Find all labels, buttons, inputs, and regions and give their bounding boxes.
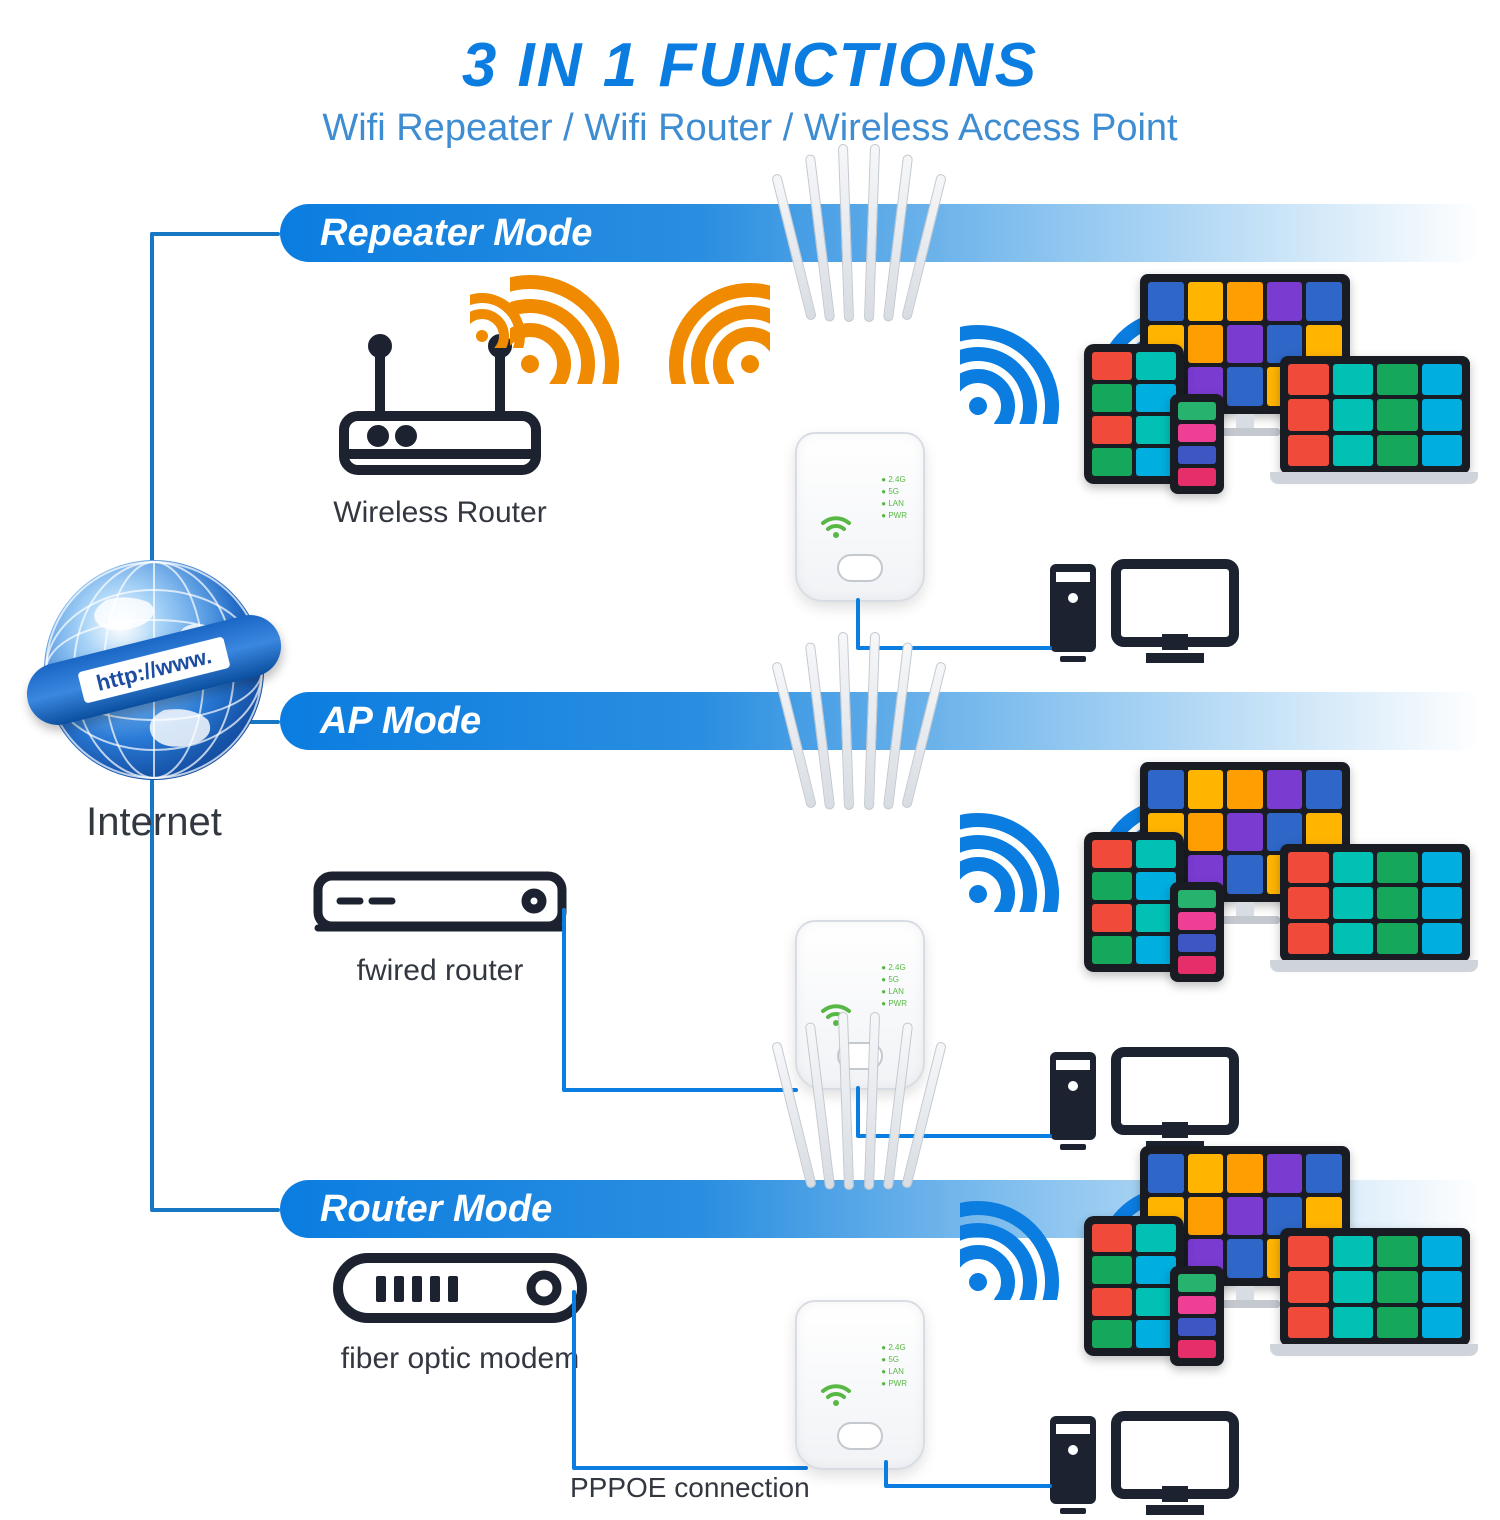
panel-ap: fwired router ● 2.4G● 5G● LAN● PWR (280, 752, 1480, 1172)
device-cluster-1 (1070, 274, 1470, 504)
desktop-pc-2-icon (1050, 1046, 1240, 1156)
branch-line-3 (150, 1208, 280, 1212)
laptop-3-icon (1280, 1228, 1470, 1346)
page-subtitle: Wifi Repeater / Wifi Router / Wireless A… (0, 107, 1500, 150)
laptop-2-icon (1280, 844, 1470, 962)
wireless-router-label: Wireless Router (320, 496, 560, 530)
globe-url-text: http://www. (77, 636, 230, 703)
globe-url-band: http://www. (20, 608, 287, 731)
internet-label: Internet (34, 800, 274, 845)
pppoe-label: PPPOE connection (570, 1472, 810, 1504)
tablet-icon (1084, 344, 1184, 484)
extender-wifi-3-icon (819, 1379, 853, 1412)
wired-router-icon: fwired router (300, 868, 580, 988)
page-title: 3 IN 1 FUNCTIONS (0, 0, 1500, 101)
branch-line-1 (150, 232, 280, 236)
device-cluster-2 (1070, 762, 1470, 992)
extender-device-3: ● 2.4G● 5G● LAN● PWR (750, 1300, 970, 1470)
extender-wifi-icon (819, 511, 853, 544)
wifi-signal-extender-in-icon (640, 264, 770, 384)
laptop-icon (1280, 356, 1470, 474)
fiber-modem-label: fiber optic modem (320, 1342, 600, 1376)
tablet-2-icon (1084, 832, 1184, 972)
extender-leds-2-icon: ● 2.4G● 5G● LAN● PWR (881, 962, 907, 1010)
wire-extender-pc-3 (880, 1456, 1070, 1506)
desktop-pc-1-icon (1050, 558, 1240, 668)
wired-router-label: fwired router (300, 954, 580, 988)
phone-3-icon (1170, 1266, 1224, 1366)
panel-router: fiber optic modem PPPOE connection ● 2.4… (280, 1240, 1480, 1500)
internet-globe: http://www. Internet (34, 560, 274, 845)
mode-bar-repeater: Repeater Mode (280, 204, 1480, 262)
extender-leds-icon: ● 2.4G● 5G● LAN● PWR (881, 474, 907, 522)
phone-2-icon (1170, 882, 1224, 982)
phone-icon (1170, 394, 1224, 494)
device-cluster-3 (1070, 1146, 1470, 1376)
panel-repeater: Wireless Router (280, 264, 1480, 684)
extender-leds-3-icon: ● 2.4G● 5G● LAN● PWR (881, 1342, 907, 1390)
extender-device-1: ● 2.4G● 5G● LAN● PWR (750, 432, 970, 602)
tablet-3-icon (1084, 1216, 1184, 1356)
desktop-pc-3-icon (1050, 1410, 1240, 1520)
wifi-signal-router-antenna-icon (470, 278, 550, 348)
fiber-modem-icon: fiber optic modem (320, 1246, 600, 1376)
mode-bar-ap: AP Mode (280, 692, 1480, 750)
